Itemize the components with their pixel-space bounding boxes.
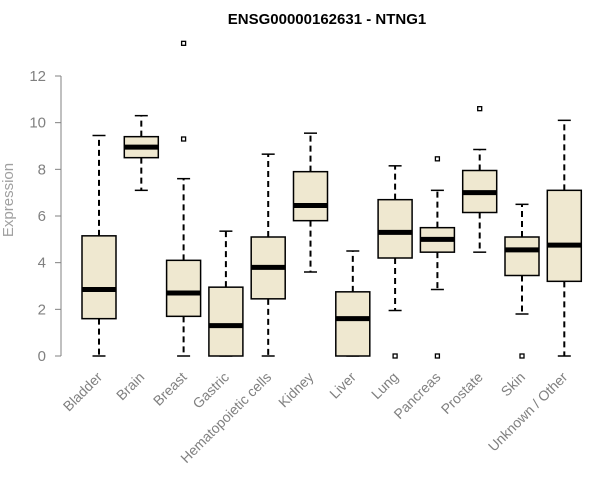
outlier-point — [434, 156, 441, 162]
y-tick-label: 12 — [29, 68, 46, 85]
x-tick-label: Kidney — [275, 369, 317, 411]
box-gastric — [208, 230, 244, 357]
x-tick-label: Unknown / Other — [485, 369, 571, 455]
plot-area — [81, 40, 583, 359]
iqr-box — [292, 170, 329, 222]
x-tick-label: Prostate — [438, 369, 486, 417]
outlier-point — [180, 136, 187, 142]
outlier-point — [392, 353, 398, 359]
box-unknown-other — [546, 119, 583, 357]
chart-title: ENSG00000162631 - NTNG1 — [228, 11, 426, 28]
y-tick-label: 2 — [38, 301, 46, 318]
iqr-box — [377, 198, 413, 259]
outlier-point — [519, 353, 525, 359]
iqr-box — [335, 291, 371, 357]
box-lung — [377, 165, 413, 359]
outlier-point — [180, 40, 187, 46]
x-tick-label: Pancreas — [390, 369, 443, 422]
x-tick-label: Skin — [498, 369, 529, 400]
x-tick-label: Bladder — [60, 369, 106, 415]
box-kidney — [292, 132, 329, 273]
y-tick-label: 10 — [29, 115, 46, 132]
iqr-box — [546, 189, 583, 283]
iqr-box — [504, 236, 540, 277]
box-hematopoietic-cells — [250, 153, 286, 357]
y-tick-label: 8 — [38, 161, 46, 178]
outlier-point — [434, 353, 441, 359]
y-tick-label: 6 — [38, 208, 46, 225]
box-brain — [123, 114, 160, 192]
box-bladder — [81, 134, 117, 357]
x-tick-label: Brain — [113, 369, 147, 403]
iqr-box — [81, 235, 117, 320]
y-tick-label: 4 — [38, 255, 46, 272]
y-axis: 0 2 4 6 8 10 12 — [29, 68, 62, 365]
box-breast — [165, 40, 202, 357]
box-liver — [335, 250, 371, 357]
iqr-box — [208, 286, 244, 357]
x-tick-label: Lung — [368, 369, 401, 402]
y-axis-label: Expression — [0, 163, 17, 237]
x-tick-label: Breast — [150, 369, 190, 409]
box-skin — [504, 203, 540, 359]
y-tick-label: 0 — [38, 348, 46, 365]
box-pancreas — [419, 156, 456, 359]
iqr-box — [165, 259, 202, 318]
outlier-point — [477, 106, 483, 112]
x-tick-label: Liver — [326, 369, 359, 402]
box-prostate — [461, 106, 498, 253]
